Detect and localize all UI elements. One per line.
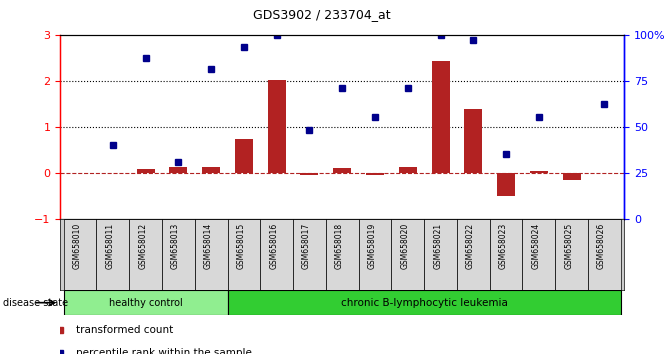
Bar <box>301 173 319 175</box>
Text: GSM658019: GSM658019 <box>368 223 376 269</box>
Bar <box>424 219 457 290</box>
Bar <box>333 168 351 173</box>
Bar <box>169 166 187 173</box>
Bar <box>195 219 227 290</box>
Bar <box>391 219 424 290</box>
Bar <box>523 219 555 290</box>
Text: GSM658012: GSM658012 <box>138 223 147 269</box>
Text: GSM658018: GSM658018 <box>335 223 344 269</box>
Text: GSM658025: GSM658025 <box>564 223 573 269</box>
Bar <box>497 173 515 196</box>
Text: GSM658010: GSM658010 <box>72 223 82 269</box>
Bar <box>137 169 154 173</box>
Bar <box>326 219 358 290</box>
Text: GSM658017: GSM658017 <box>302 223 311 269</box>
Text: GSM658011: GSM658011 <box>105 223 115 269</box>
Bar <box>260 219 293 290</box>
Text: percentile rank within the sample: percentile rank within the sample <box>76 348 252 354</box>
Bar <box>293 219 326 290</box>
Bar <box>162 219 195 290</box>
Bar <box>562 173 580 180</box>
Text: transformed count: transformed count <box>76 325 174 335</box>
Bar <box>457 219 490 290</box>
Text: chronic B-lymphocytic leukemia: chronic B-lymphocytic leukemia <box>341 298 507 308</box>
Text: GSM658014: GSM658014 <box>204 223 213 269</box>
Text: GSM658020: GSM658020 <box>401 223 409 269</box>
Bar <box>64 290 227 315</box>
Bar <box>530 171 548 173</box>
Text: GSM658024: GSM658024 <box>531 223 540 269</box>
Text: GSM658023: GSM658023 <box>499 223 508 269</box>
Bar <box>588 219 621 290</box>
Bar <box>464 109 482 173</box>
Text: GSM658016: GSM658016 <box>269 223 278 269</box>
Bar <box>97 219 130 290</box>
Bar <box>130 219 162 290</box>
Text: GSM658022: GSM658022 <box>466 223 475 269</box>
Text: GSM658013: GSM658013 <box>171 223 180 269</box>
Text: GSM658015: GSM658015 <box>237 223 246 269</box>
Text: GSM658021: GSM658021 <box>433 223 442 269</box>
Bar <box>227 290 621 315</box>
Bar <box>268 80 286 173</box>
Text: GSM658026: GSM658026 <box>597 223 606 269</box>
Text: healthy control: healthy control <box>109 298 183 308</box>
Text: disease state: disease state <box>3 298 68 308</box>
Bar <box>227 219 260 290</box>
Bar <box>235 139 253 173</box>
Bar <box>358 219 391 290</box>
Bar <box>555 219 588 290</box>
Bar <box>64 219 97 290</box>
Bar <box>366 173 384 175</box>
Bar <box>399 166 417 173</box>
Bar <box>490 219 523 290</box>
Bar <box>202 166 220 173</box>
Text: GDS3902 / 233704_at: GDS3902 / 233704_at <box>253 8 391 21</box>
Bar <box>431 61 450 173</box>
